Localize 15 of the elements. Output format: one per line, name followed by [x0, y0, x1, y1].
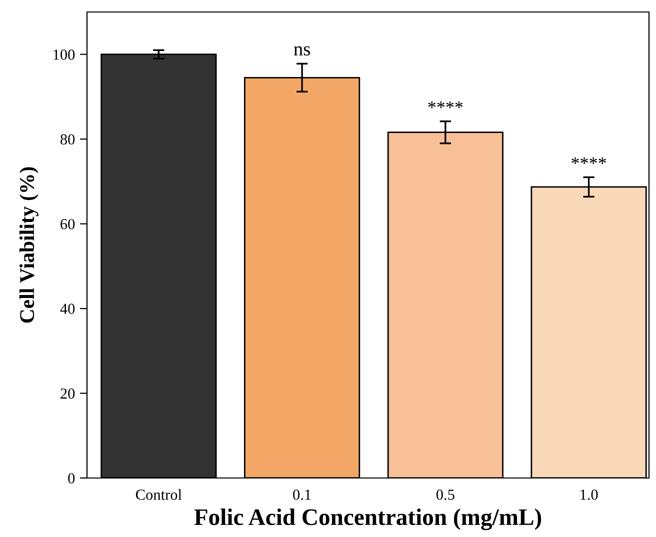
annotation: ****	[572, 157, 606, 164]
y-tick-label: 80	[60, 134, 75, 145]
y-axis-title: Cell Viability (%)	[19, 167, 38, 323]
x-tick-label: 1.0	[580, 490, 598, 500]
y-tick-label: 100	[54, 50, 75, 60]
y-tick-label: 0	[68, 473, 75, 484]
annotation: ns	[294, 46, 310, 56]
y-tick-label: 60	[60, 218, 75, 230]
x-axis-title: Folic Acid Concentration (mg/mL)	[194, 508, 542, 530]
x-tick-label: Control	[136, 489, 182, 500]
x-tick-label: 0.1	[293, 490, 311, 500]
x-tick-label: 0.5	[436, 490, 454, 500]
annotation: ****	[428, 101, 463, 108]
y-tick-label: 40	[60, 304, 75, 314]
y-tick-label: 20	[60, 388, 75, 399]
